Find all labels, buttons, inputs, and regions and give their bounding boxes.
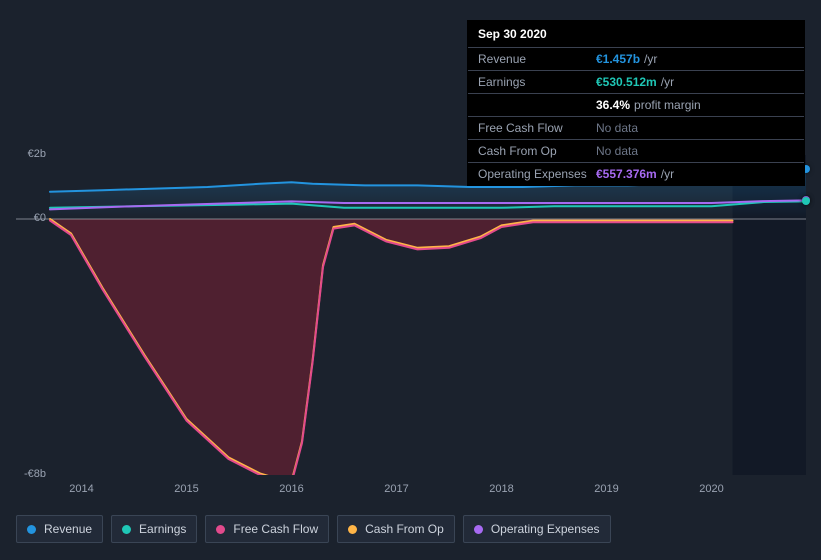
chart-tooltip: Sep 30 2020Revenue€1.457b/yrEarnings€530… [467, 20, 805, 186]
series-end-dot [802, 197, 810, 205]
tooltip-date: Sep 30 2020 [468, 21, 804, 48]
tooltip-row-value: €557.376m/yr [596, 167, 794, 181]
legend-swatch [474, 525, 483, 534]
x-axis-tick: 2018 [472, 483, 532, 495]
fcf-area [50, 219, 733, 475]
legend-item[interactable]: Earnings [111, 515, 197, 543]
legend-item[interactable]: Cash From Op [337, 515, 455, 543]
legend-swatch [122, 525, 131, 534]
x-axis-tick: 2015 [157, 483, 217, 495]
tooltip-row: 36.4%profit margin [468, 94, 804, 117]
legend-label: Earnings [139, 522, 186, 536]
legend-swatch [27, 525, 36, 534]
tooltip-row: Revenue€1.457b/yr [468, 48, 804, 71]
x-axis-tick: 2020 [682, 483, 742, 495]
tooltip-row-value: €530.512m/yr [596, 75, 794, 89]
legend-swatch [348, 525, 357, 534]
x-axis-tick: 2019 [577, 483, 637, 495]
tooltip-row-label [478, 98, 596, 112]
tooltip-row-value: No data [596, 121, 794, 135]
y-axis-tick: €0 [6, 212, 46, 224]
legend-label: Cash From Op [365, 522, 444, 536]
x-axis-tick: 2014 [52, 483, 112, 495]
tooltip-row: Earnings€530.512m/yr [468, 71, 804, 94]
financials-chart[interactable] [16, 155, 806, 475]
y-axis-tick: €2b [6, 148, 46, 160]
legend-label: Operating Expenses [491, 522, 600, 536]
legend-swatch [216, 525, 225, 534]
tooltip-row-value: €1.457b/yr [596, 52, 794, 66]
chart-legend: Revenue Earnings Free Cash Flow Cash From O… [16, 515, 611, 543]
legend-item[interactable]: Operating Expenses [463, 515, 611, 543]
tooltip-row: Operating Expenses€557.376m/yr [468, 163, 804, 185]
y-axis-tick: -€8b [6, 468, 46, 480]
legend-item[interactable]: Revenue [16, 515, 103, 543]
x-axis-tick: 2016 [262, 483, 322, 495]
legend-label: Revenue [44, 522, 92, 536]
tooltip-row: Cash From OpNo data [468, 140, 804, 163]
tooltip-row-label: Revenue [478, 52, 596, 66]
legend-item[interactable]: Free Cash Flow [205, 515, 329, 543]
tooltip-row-label: Cash From Op [478, 144, 596, 158]
tooltip-row: Free Cash FlowNo data [468, 117, 804, 140]
tooltip-row-label: Operating Expenses [478, 167, 596, 181]
legend-label: Free Cash Flow [233, 522, 318, 536]
x-axis-tick: 2017 [367, 483, 427, 495]
tooltip-row-value: 36.4%profit margin [596, 98, 794, 112]
tooltip-row-label: Earnings [478, 75, 596, 89]
tooltip-row-label: Free Cash Flow [478, 121, 596, 135]
chart-svg [16, 155, 806, 475]
tooltip-row-value: No data [596, 144, 794, 158]
